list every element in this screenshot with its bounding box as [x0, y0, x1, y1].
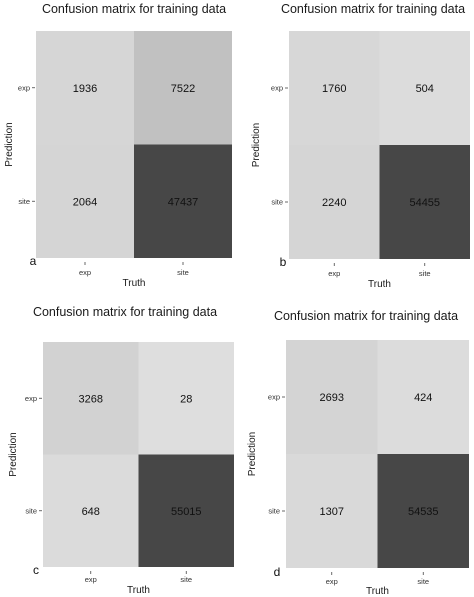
cell-exp-exp	[36, 31, 134, 145]
y-tick-label: exp	[271, 84, 283, 93]
y-axis-title: Prediction	[8, 432, 19, 476]
panel-letter: a	[30, 254, 37, 268]
cell-value-label: 47437	[168, 196, 199, 208]
x-tick-label: site	[180, 575, 192, 584]
cell-value-label: 424	[414, 392, 432, 404]
cell-exp-site	[134, 31, 232, 145]
panel-d: 2693 424 1307 54535 Confusion matrix for tra…	[247, 309, 469, 597]
y-tick-label: site	[18, 197, 30, 206]
cell-exp-site	[377, 340, 469, 454]
panel-a: 1936 7522 2064 47437 Confusion matrix for tr…	[4, 2, 232, 289]
cell-site-site	[138, 454, 234, 567]
cell-site-site	[377, 454, 469, 568]
cell-site-exp	[43, 454, 139, 567]
chart-title: Confusion matrix for training data	[274, 309, 458, 323]
cell-value-label: 54535	[408, 506, 439, 518]
cell-value-label: 2064	[73, 196, 97, 208]
cell-site-site	[379, 145, 470, 259]
chart-title: Confusion matrix for training data	[42, 2, 226, 16]
y-axis-title: Prediction	[251, 123, 262, 167]
panel-letter: c	[33, 563, 39, 577]
cell-exp-exp	[289, 31, 380, 145]
cell-value-label: 2693	[320, 392, 344, 404]
panel-letter: d	[274, 565, 281, 579]
cell-site-exp	[286, 454, 378, 568]
x-axis-title: Truth	[123, 278, 146, 289]
cell-exp-site	[379, 31, 470, 145]
y-axis-title: Prediction	[4, 122, 15, 166]
y-axis-title: Prediction	[247, 432, 258, 476]
cell-site-exp	[289, 145, 380, 259]
x-tick-label: site	[177, 268, 189, 277]
cell-site-exp	[36, 144, 134, 258]
chart-title: Confusion matrix for training data	[33, 305, 217, 319]
chart-title: Confusion matrix for training data	[281, 2, 465, 16]
x-tick-label: site	[417, 577, 429, 586]
y-tick-label: exp	[268, 393, 280, 402]
cell-exp-exp	[286, 340, 378, 454]
x-tick-label: exp	[328, 269, 340, 278]
cell-value-label: 55015	[171, 506, 202, 518]
cell-value-label: 7522	[171, 83, 195, 95]
cell-value-label: 504	[416, 83, 434, 95]
x-tick-label: exp	[79, 268, 91, 277]
cell-value-label: 3268	[79, 393, 103, 405]
panel-b: 1760 504 2240 54455 Confusion matrix for tra…	[251, 2, 470, 290]
cell-site-site	[134, 144, 232, 258]
x-axis-title: Truth	[368, 279, 391, 290]
panel-letter: b	[280, 255, 287, 269]
cell-value-label: 648	[82, 506, 100, 518]
y-tick-label: site	[271, 198, 283, 207]
cell-value-label: 28	[180, 393, 192, 405]
cell-value-label: 1760	[322, 83, 346, 95]
panel-c: 3268 28 648 55015 Confusion matrix for train…	[8, 305, 234, 596]
cell-value-label: 1307	[320, 506, 344, 518]
cell-exp-exp	[43, 342, 139, 455]
x-tick-label: exp	[85, 575, 97, 584]
y-tick-label: site	[25, 506, 37, 515]
cell-value-label: 1936	[73, 83, 97, 95]
cell-value-label: 2240	[322, 197, 346, 209]
x-axis-title: Truth	[366, 586, 389, 597]
x-tick-label: site	[419, 269, 431, 278]
cell-exp-site	[138, 342, 234, 455]
cell-value-label: 54455	[409, 197, 440, 209]
x-axis-title: Truth	[127, 585, 150, 596]
y-tick-label: exp	[25, 394, 37, 403]
x-tick-label: exp	[326, 577, 338, 586]
y-tick-label: exp	[18, 83, 30, 92]
y-tick-label: site	[268, 507, 280, 516]
